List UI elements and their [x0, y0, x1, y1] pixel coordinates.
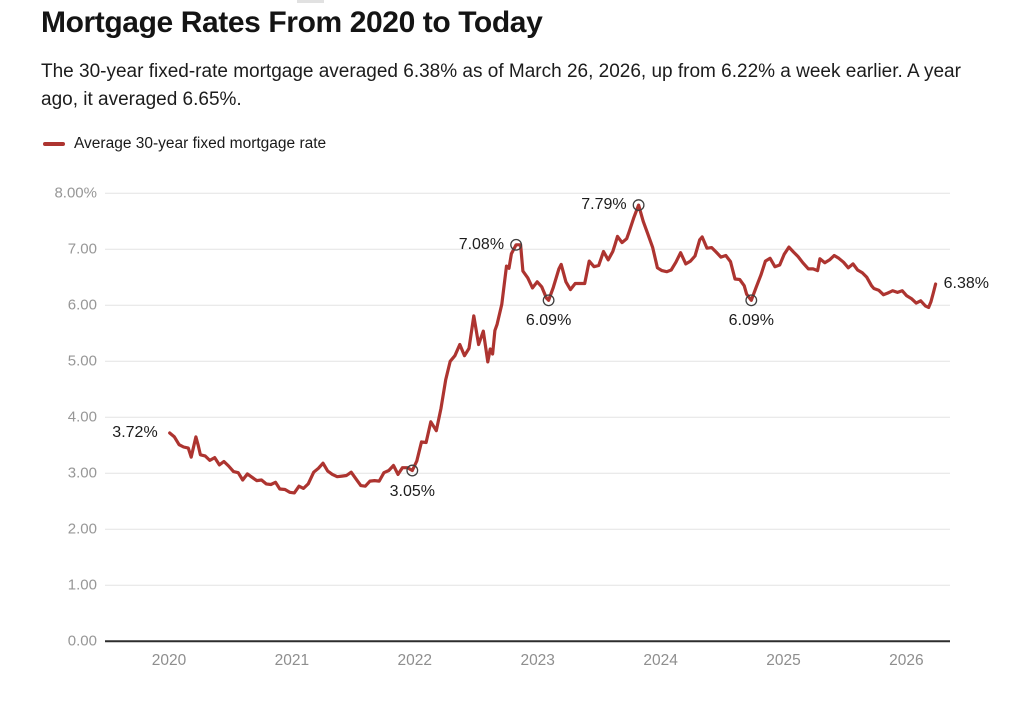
y-tick-label: 6.00: [67, 296, 97, 314]
y-tick-label: 4.00: [67, 408, 97, 426]
x-tick-label: 2021: [274, 652, 310, 669]
y-tick-label: 0.00: [67, 632, 97, 650]
y-tick-label: 7.00: [67, 240, 97, 258]
y-tick-label: 5.00: [67, 352, 97, 370]
annotation-label: 6.09%: [525, 312, 572, 330]
chart-subtitle: The 30-year fixed-rate mortgage averaged…: [41, 61, 961, 110]
data-point-marker: [745, 294, 758, 307]
data-point-marker: [406, 464, 419, 477]
y-tick-label: 2.00: [67, 520, 97, 538]
annotation-label: 7.08%: [458, 235, 505, 253]
x-tick-label: 2023: [520, 652, 555, 669]
legend-label: Average 30-year fixed mortgage rate: [74, 135, 327, 152]
x-tick-label: 2026: [889, 652, 924, 669]
annotation-label: 6.09%: [728, 312, 774, 330]
y-tick-label: 8.00%: [54, 184, 97, 202]
annotation-label: 3.05%: [389, 482, 435, 500]
mortgage-rate-line: [168, 203, 938, 495]
legend: Average 30-year fixed mortgage rate: [43, 135, 326, 153]
chart-title: Mortgage Rates From 2020 to Today: [41, 6, 543, 39]
annotation-label: 6.38%: [943, 275, 989, 293]
x-tick-label: 2024: [643, 652, 678, 669]
legend-line-swatch-icon: [43, 142, 65, 146]
y-tick-label: 3.00: [67, 464, 97, 482]
annotation-label: 7.79%: [581, 196, 627, 214]
x-tick-label: 2020: [151, 652, 187, 669]
data-point-marker: [542, 294, 555, 307]
y-tick-label: 1.00: [67, 576, 97, 594]
data-point-marker: [510, 238, 523, 251]
x-tick-label: 2025: [766, 652, 801, 669]
x-tick-label: 2022: [397, 652, 433, 669]
data-point-marker: [632, 199, 645, 212]
annotation-label: 3.72%: [112, 423, 158, 441]
cropped-top-artifact: [297, 0, 324, 3]
